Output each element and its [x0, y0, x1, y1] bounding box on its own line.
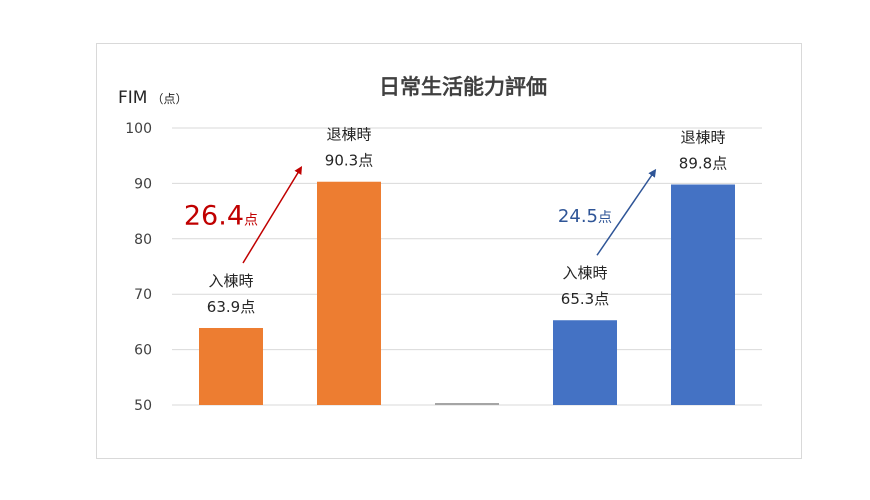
- bar-value-label: 89.8点: [679, 155, 727, 173]
- bar-category-label: 退棟時: [326, 126, 371, 144]
- y-tick-label: 60: [134, 343, 152, 359]
- y-tick-label: 90: [134, 176, 152, 192]
- bar-category-label: 入棟時: [562, 264, 607, 282]
- annotations: 26.4点 24.5点: [184, 166, 657, 264]
- change-annotation: 24.5点: [558, 206, 612, 227]
- y-tick-label: 80: [134, 232, 152, 248]
- bar-category-label: 退棟時: [680, 129, 725, 147]
- y-tick-label: 100: [125, 121, 152, 137]
- change-arrow: [596, 168, 657, 256]
- chart-frame: [96, 43, 802, 459]
- change-arrow: [242, 166, 303, 264]
- bar: [671, 184, 735, 405]
- bar: [435, 403, 499, 405]
- chart-title: 日常生活能力評価: [379, 75, 547, 99]
- y-tick-label: 70: [134, 287, 152, 303]
- y-tick-label: 50: [134, 398, 152, 414]
- y-axis-label: FIM （点）: [118, 88, 187, 108]
- gridlines: [172, 127, 762, 406]
- bar: [317, 181, 381, 405]
- bar-value-label: 90.3点: [325, 152, 373, 170]
- bar: [553, 320, 617, 405]
- bar-category-label: 入棟時: [208, 272, 253, 290]
- change-annotation: 26.4点: [184, 200, 258, 231]
- bar-value-label: 65.3点: [561, 290, 609, 308]
- bars: [199, 181, 735, 405]
- bar-value-label: 63.9点: [207, 298, 255, 316]
- y-tick-labels: 50 60 70 80 90 100: [125, 121, 152, 414]
- bar: [199, 327, 263, 405]
